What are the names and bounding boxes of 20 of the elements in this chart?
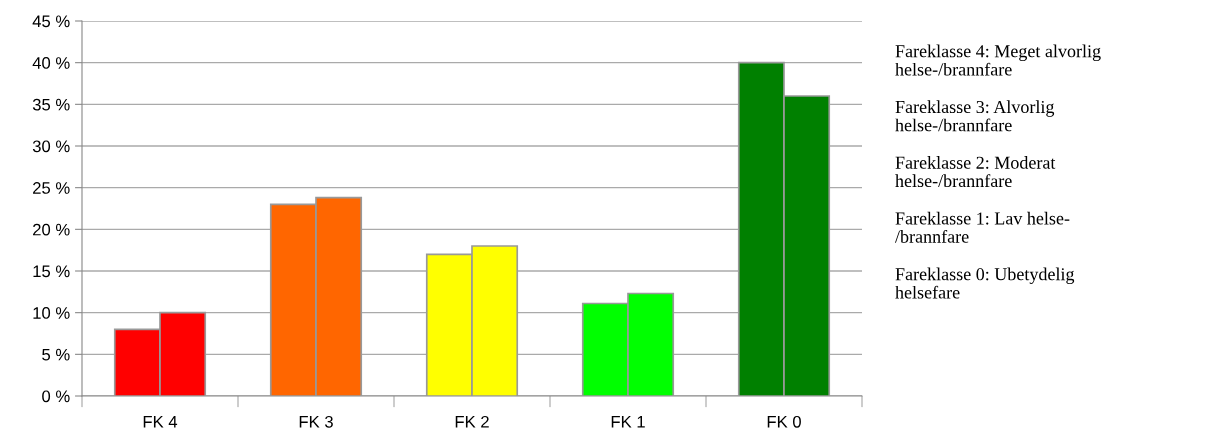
x-tick-label: FK 2 — [455, 415, 489, 428]
x-tick-label: FK 1 — [611, 416, 645, 428]
x-tick-label: FK 0 — [767, 415, 801, 428]
text: Fareklasse 0: Ubetydelig helsefare — [895, 267, 1075, 299]
text: Fareklasse 1: Lav helse- /brannfare — [895, 211, 1070, 243]
y-tick-label: 30 % — [32, 140, 70, 153]
y-tick-label: 25 % — [33, 182, 70, 194]
text: Fareklasse 4: Meget alvorlig helse-/brannfare — [895, 44, 1101, 76]
y-tick-label: 5 % — [42, 348, 70, 361]
y-tick-label: 10 % — [33, 307, 70, 319]
y-tick-label: 15 % — [33, 265, 70, 278]
y-tick-label: 40 % — [32, 57, 70, 69]
text: Fareklasse 3: Alvorlig helse-/brannfare — [895, 100, 1055, 132]
x-tick-label: FK 4 — [143, 416, 178, 428]
y-tick-label: 45 % — [32, 15, 70, 28]
y-tick-label: 0 % — [42, 390, 70, 403]
text: Fareklasse 2: Moderat helse-/brannfare — [895, 156, 1056, 188]
x-tick-label: FK 3 — [299, 415, 333, 428]
y-tick-label: 20 % — [33, 223, 70, 236]
y-tick-label: 35 % — [32, 98, 70, 111]
